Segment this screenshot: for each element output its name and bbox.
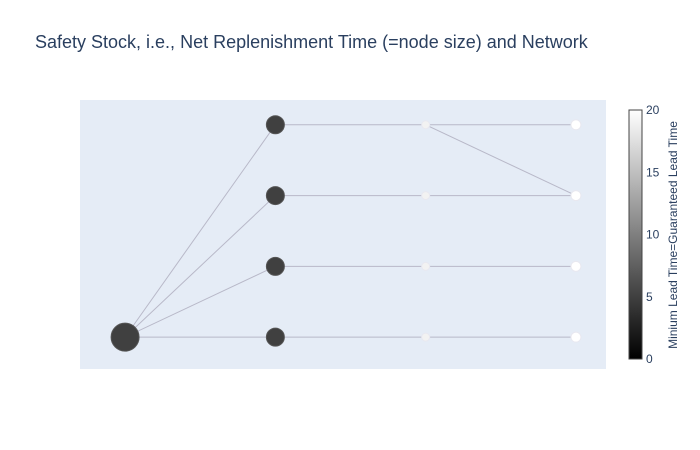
network-node[interactable]	[265, 327, 285, 347]
network-node[interactable]	[421, 261, 431, 271]
colorbar-gradient	[628, 109, 643, 360]
network-edge	[124, 195, 276, 338]
colorbar: 0 5 10 15 20	[628, 103, 660, 366]
network-node[interactable]	[265, 186, 285, 206]
node-layer	[110, 115, 582, 352]
network-node[interactable]	[265, 115, 285, 135]
network-edge	[425, 124, 577, 197]
network-node[interactable]	[265, 256, 285, 276]
chart-title: Safety Stock, i.e., Net Replenishment Ti…	[35, 32, 588, 52]
network-node[interactable]	[570, 260, 582, 272]
network-edge	[124, 124, 276, 338]
network-edge	[124, 265, 276, 338]
edge-layer	[124, 124, 577, 338]
network-node[interactable]	[570, 331, 582, 343]
colorbar-ticks: 0 5 10 15 20	[646, 103, 660, 366]
network-node[interactable]	[110, 322, 140, 352]
colorbar-tick-label: 20	[646, 103, 660, 117]
network-node[interactable]	[421, 332, 431, 342]
colorbar-tick-label: 15	[646, 165, 660, 179]
network-node[interactable]	[570, 119, 582, 131]
colorbar-title: Minium Lead Time=Guaranteed Lead Time	[666, 121, 680, 349]
colorbar-tick-label: 0	[646, 352, 653, 366]
plot-area	[80, 100, 606, 369]
colorbar-tick-label: 10	[646, 228, 660, 242]
network-node[interactable]	[421, 191, 431, 201]
network-node[interactable]	[421, 120, 431, 130]
network-node[interactable]	[570, 190, 582, 202]
colorbar-tick-label: 5	[646, 290, 653, 304]
